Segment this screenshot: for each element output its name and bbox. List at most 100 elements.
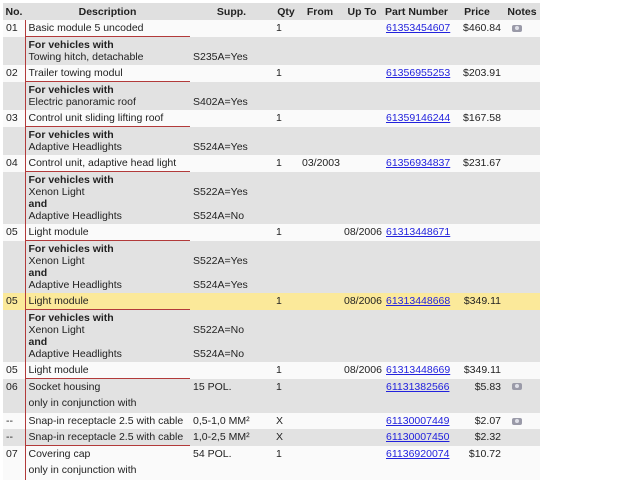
item-from [299, 429, 341, 446]
condition-code: S524A=Yes [193, 140, 248, 153]
item-up-to [341, 110, 383, 127]
condition-line: Xenon Light [28, 186, 85, 198]
part-number-link[interactable]: 61136920074 [386, 447, 450, 460]
table-row[interactable]: 07 Covering cap only in conjunction with 54… [3, 445, 540, 480]
item-description: Basic module 5 uncoded [24, 20, 190, 37]
header-qty[interactable]: Qty [273, 3, 299, 20]
description-text: Trailer towing modul [28, 67, 123, 79]
item-qty: 1 [273, 293, 299, 310]
description-text: Socket housing [28, 381, 101, 393]
table-row[interactable]: 04 Control unit, adaptive head light 1 03/2… [3, 155, 540, 172]
part-number-cell: 61136920074 [383, 445, 450, 480]
description-text: Snap-in receptacle 2.5 with cable [28, 431, 184, 443]
item-price: $460.84 [450, 20, 504, 37]
condition-description: For vehicles with Adaptive Headlights [24, 126, 190, 155]
header-from[interactable]: From [299, 3, 341, 20]
item-qty: 1 [273, 224, 299, 241]
description-note: only in conjunction with [28, 464, 137, 476]
item-description: Snap-in receptacle 2.5 with cable [24, 413, 190, 429]
table-row[interactable]: -- Snap-in receptacle 2.5 with cable 0,5-1… [3, 413, 540, 429]
item-up-to: 08/2006 [341, 362, 383, 379]
condition-line: For vehicles with [28, 39, 114, 51]
item-price: $2.32 [450, 429, 504, 446]
item-notes [504, 65, 540, 82]
item-price: $349.11 [450, 293, 504, 310]
part-number-link[interactable]: 61353454607 [386, 22, 451, 34]
item-description: Control unit sliding lifting roof [24, 110, 190, 127]
part-number-cell: 61313448671 [383, 224, 450, 241]
item-qty: 1 [273, 155, 299, 172]
table-row[interactable]: 01 Basic module 5 uncoded 1 61353454607 $460… [3, 20, 540, 37]
camera-icon[interactable] [512, 24, 522, 32]
item-supp [190, 20, 273, 37]
condition-code: S522A=No [193, 323, 245, 336]
table-row[interactable]: 05 Light module 1 08/2006 61313448669 $349.11 [3, 362, 540, 379]
condition-row: For vehicles with Xenon Light and Adaptive … [3, 240, 540, 293]
filler [273, 126, 540, 155]
condition-supp: S524A=Yes [190, 126, 273, 155]
item-up-to [341, 429, 383, 446]
part-number-link[interactable]: 61313448669 [386, 364, 451, 376]
item-description: Socket housing only in conjunction with [24, 378, 190, 413]
condition-line: For vehicles with [28, 312, 114, 324]
item-from [299, 20, 341, 37]
header-part-number[interactable]: Part Number [383, 3, 450, 20]
part-number-link[interactable]: 61359146244 [386, 112, 451, 124]
condition-description: For vehicles with Xenon Light and Adaptive … [24, 240, 190, 293]
condition-line: and [28, 336, 48, 348]
condition-code: S524A=No [193, 347, 245, 360]
camera-icon[interactable] [512, 417, 522, 425]
part-number-link[interactable]: 61130007450 [386, 431, 450, 443]
item-no: 04 [3, 155, 25, 172]
condition-description: For vehicles with Towing hitch, detachabl… [24, 36, 190, 65]
item-supp [190, 65, 273, 82]
table-row[interactable]: -- Snap-in receptacle 2.5 with cable 1,0-2… [3, 429, 540, 446]
part-number-link[interactable]: 61313448668 [386, 295, 451, 307]
camera-icon[interactable] [512, 383, 522, 391]
header-no[interactable]: No. [3, 3, 25, 20]
filler [273, 171, 540, 224]
item-no: -- [3, 413, 25, 429]
item-from [299, 413, 341, 429]
condition-code: S402A=Yes [193, 95, 248, 108]
condition-supp: S522A=No S524A=No [190, 309, 273, 362]
item-no: 02 [3, 65, 25, 82]
condition-code: S235A=Yes [193, 50, 248, 63]
part-number-cell: 61131382566 [383, 378, 450, 413]
table-row[interactable]: 06 Socket housing only in conjunction with… [3, 378, 540, 413]
part-number-link[interactable]: 61313448671 [386, 226, 451, 238]
item-qty: X [273, 413, 299, 429]
condition-line: Xenon Light [28, 255, 85, 267]
condition-code: S522A=Yes [193, 254, 248, 267]
header-supp[interactable]: Supp. [190, 3, 273, 20]
item-notes [504, 445, 540, 480]
item-supp [190, 155, 273, 172]
item-description: Control unit, adaptive head light [24, 155, 190, 172]
item-price: $2.07 [450, 413, 504, 429]
condition-code [193, 174, 270, 186]
part-number-link[interactable]: 61131382566 [386, 380, 450, 393]
table-row[interactable]: 05 Light module 1 08/2006 61313448671 [3, 224, 540, 241]
condition-supp: S522A=Yes S524A=Yes [190, 240, 273, 293]
table-row[interactable]: 03 Control unit sliding lifting roof 1 6135… [3, 110, 540, 127]
description-text: Basic module 5 uncoded [28, 22, 144, 34]
item-no: 05 [3, 224, 25, 241]
item-notes [504, 362, 540, 379]
part-number-link[interactable]: 61356955253 [386, 67, 451, 79]
header-up-to[interactable]: Up To [341, 3, 383, 20]
condition-line: Adaptive Headlights [28, 348, 122, 360]
item-notes [504, 110, 540, 127]
header-notes[interactable]: Notes [504, 3, 540, 20]
condition-code [193, 267, 270, 279]
header-description[interactable]: Description [25, 3, 190, 20]
no-cell [3, 240, 25, 293]
item-supp [190, 362, 273, 379]
table-row[interactable]: 05 Light module 1 08/2006 61313448668 $349.11 [3, 293, 540, 310]
item-price: $203.91 [450, 65, 504, 82]
part-number-link[interactable]: 61356934837 [386, 157, 451, 169]
item-notes [504, 293, 540, 310]
item-qty: X [273, 429, 299, 446]
table-row[interactable]: 02 Trailer towing modul 1 61356955253 $203.9… [3, 65, 540, 82]
header-price[interactable]: Price [450, 3, 504, 20]
part-number-link[interactable]: 61130007449 [386, 415, 450, 427]
